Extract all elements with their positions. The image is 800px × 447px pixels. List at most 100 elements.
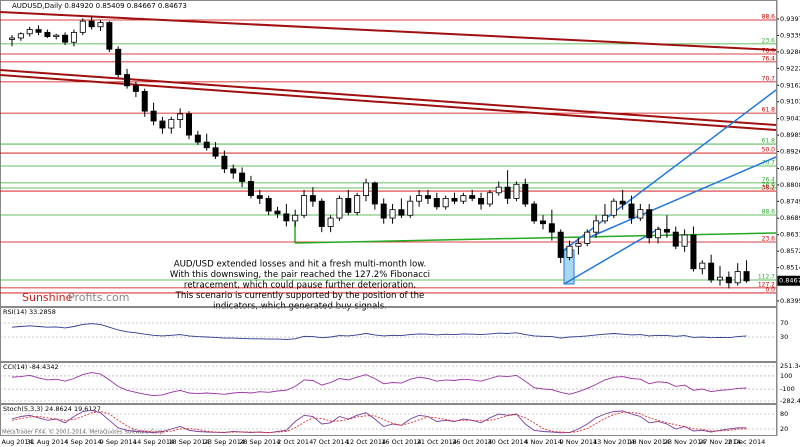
candle-body bbox=[159, 120, 166, 129]
candle-body bbox=[601, 214, 608, 222]
candle-body bbox=[141, 91, 148, 112]
candle-body bbox=[115, 48, 122, 75]
candle-body bbox=[389, 209, 396, 219]
layers: 88.623.678.676.470.761.861.850.070.776.4… bbox=[0, 13, 776, 293]
candle-body bbox=[132, 85, 139, 92]
x-tick-label: 12 Oct 2014 bbox=[346, 438, 386, 446]
y-tick-label: 0.88080 bbox=[780, 181, 800, 189]
candle-body bbox=[504, 186, 511, 199]
y-tick-label: 0.85725 bbox=[780, 247, 800, 255]
channel-line bbox=[563, 227, 661, 285]
x-tick-label: 4 Sep 2014 bbox=[64, 438, 101, 446]
candle-body bbox=[725, 276, 732, 284]
candle-body bbox=[398, 209, 405, 216]
x-tick-label: 30 Oct 2014 bbox=[488, 438, 528, 446]
fib-label: 112.7 bbox=[758, 273, 775, 280]
fib-label: 88.6 bbox=[762, 208, 776, 215]
y-tick-label: 0.86310 bbox=[780, 231, 800, 239]
candle-body bbox=[194, 134, 201, 143]
x-tick-label: 31 Aug 2014 bbox=[27, 438, 69, 446]
x-tick-label: 14 Sep 2014 bbox=[133, 438, 174, 446]
candle-body bbox=[185, 113, 192, 136]
candle-body bbox=[637, 209, 644, 219]
candle-body bbox=[345, 197, 352, 213]
candle-body bbox=[699, 262, 706, 270]
y-tick-label: 20 bbox=[780, 425, 788, 433]
indicator-line bbox=[11, 409, 747, 434]
y-tick-label: 0.92805 bbox=[780, 48, 800, 56]
last-price-box bbox=[777, 275, 800, 286]
y-tick-label: 0.86895 bbox=[780, 214, 800, 222]
candle-body bbox=[247, 181, 254, 196]
fib-label: 78.6 bbox=[762, 181, 776, 188]
candle-body bbox=[106, 22, 113, 50]
y-tick-label: 0.92220 bbox=[780, 64, 800, 72]
watermark: Sunshine bbox=[22, 291, 73, 304]
candle-body bbox=[646, 209, 653, 239]
candle-body bbox=[327, 217, 334, 227]
x-tick-label: 9 Sep 2014 bbox=[100, 438, 137, 446]
candle-body bbox=[663, 228, 670, 233]
y-tick-label: 30 bbox=[780, 333, 788, 341]
y-tick-label: 0.89265 bbox=[780, 148, 800, 156]
candle-body bbox=[717, 276, 724, 281]
candle-body bbox=[628, 203, 635, 219]
candle-body bbox=[265, 197, 272, 212]
candle-body bbox=[177, 113, 184, 120]
y-tick-label: -282.4806 bbox=[780, 397, 800, 405]
x-tick-label: 28 Sep 2014 bbox=[239, 438, 280, 446]
fib-label: 76.4 bbox=[762, 55, 776, 62]
trend-line bbox=[0, 74, 777, 131]
x-tick-label: 26 Oct 2014 bbox=[452, 438, 492, 446]
fib-label: 127.2 bbox=[758, 281, 775, 288]
candle-body bbox=[230, 168, 237, 174]
x-tick-label: 2 Dec 2014 bbox=[728, 438, 765, 446]
candle-body bbox=[451, 197, 458, 202]
x-tick-label: 18 Nov 2014 bbox=[628, 438, 670, 446]
header: AUDUSD,Daily 0.84920 0.85409 0.84667 0.8… bbox=[12, 2, 187, 10]
candle-body bbox=[150, 110, 157, 122]
candle-body bbox=[522, 183, 529, 205]
fib-label: 23.6 bbox=[762, 37, 776, 44]
candle-body bbox=[35, 29, 42, 33]
candle-body bbox=[557, 231, 564, 258]
candle-body bbox=[486, 192, 493, 205]
candle-body bbox=[17, 33, 24, 39]
x-tick-label: 7 Oct 2014 bbox=[313, 438, 349, 446]
annotation: With this downswing, the pair reached th… bbox=[170, 270, 430, 280]
candle-body bbox=[70, 31, 77, 43]
x-tick-label: 16 Oct 2014 bbox=[381, 438, 421, 446]
candle-body bbox=[371, 182, 378, 205]
fib-label: 61.8 bbox=[762, 107, 776, 114]
x-tick-label: 13 Nov 2014 bbox=[593, 438, 635, 446]
candle-body bbox=[79, 20, 86, 33]
y-tick-label: 80 bbox=[780, 410, 788, 418]
candle-body bbox=[380, 203, 387, 219]
candle-body bbox=[495, 186, 502, 194]
candle-body bbox=[239, 172, 246, 182]
indicator-title: CCI(14) -84.4342 bbox=[3, 363, 59, 371]
candle-body bbox=[88, 20, 95, 28]
fib-label: 50.0 bbox=[762, 147, 776, 154]
indicator-line bbox=[11, 372, 747, 397]
candle-body bbox=[734, 271, 741, 284]
candle-body bbox=[593, 220, 600, 233]
candle-body bbox=[168, 119, 175, 129]
annotation: This scenario is currently supported by … bbox=[175, 291, 425, 301]
fib-label: 76.4 bbox=[762, 176, 776, 183]
channel-line bbox=[563, 89, 777, 251]
footer: MetaTrader FX4, © 2001-2014, MetaQuotes … bbox=[2, 429, 165, 436]
candle-body bbox=[203, 141, 210, 149]
y-tick-label: 0.93390 bbox=[780, 31, 800, 39]
y-tick-label: 100 bbox=[780, 372, 792, 380]
y-tick-label: 0.91035 bbox=[780, 98, 800, 106]
candle-body bbox=[584, 231, 591, 244]
candle-body bbox=[513, 183, 520, 199]
candle-body bbox=[416, 195, 423, 202]
candle-body bbox=[708, 262, 715, 281]
candle-body bbox=[309, 195, 316, 202]
candle-body bbox=[362, 182, 369, 196]
x-tick-label: 21 Oct 2014 bbox=[417, 438, 457, 446]
y-tick-label: 0.93975 bbox=[780, 15, 800, 23]
